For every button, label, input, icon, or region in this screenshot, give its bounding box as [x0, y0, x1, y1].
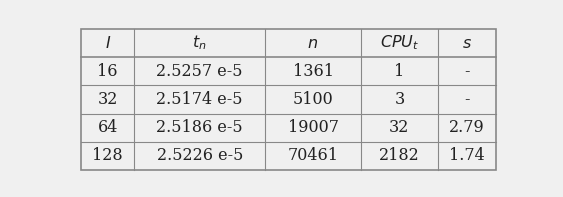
Text: 32: 32 [389, 119, 409, 136]
Text: 2182: 2182 [379, 147, 420, 164]
Text: 5100: 5100 [293, 91, 333, 108]
Text: $s$: $s$ [462, 34, 472, 52]
Text: $I$: $I$ [105, 34, 111, 52]
Text: 1: 1 [394, 63, 404, 80]
Text: 19007: 19007 [288, 119, 338, 136]
Text: 64: 64 [97, 119, 118, 136]
Text: $n$: $n$ [307, 34, 319, 52]
Text: 2.5174 e-5: 2.5174 e-5 [157, 91, 243, 108]
Text: -: - [464, 63, 470, 80]
Text: 16: 16 [97, 63, 118, 80]
Text: 32: 32 [97, 91, 118, 108]
Text: 70461: 70461 [288, 147, 338, 164]
Text: 3: 3 [394, 91, 404, 108]
Text: 128: 128 [92, 147, 123, 164]
Text: $t_n$: $t_n$ [193, 34, 207, 52]
Text: 1361: 1361 [293, 63, 333, 80]
Text: 2.5257 e-5: 2.5257 e-5 [157, 63, 243, 80]
Text: -: - [464, 91, 470, 108]
Text: 2.5186 e-5: 2.5186 e-5 [157, 119, 243, 136]
Text: $CPU_t$: $CPU_t$ [380, 34, 419, 52]
Text: 2.79: 2.79 [449, 119, 485, 136]
Text: 2.5226 e-5: 2.5226 e-5 [157, 147, 243, 164]
Text: 1.74: 1.74 [449, 147, 485, 164]
